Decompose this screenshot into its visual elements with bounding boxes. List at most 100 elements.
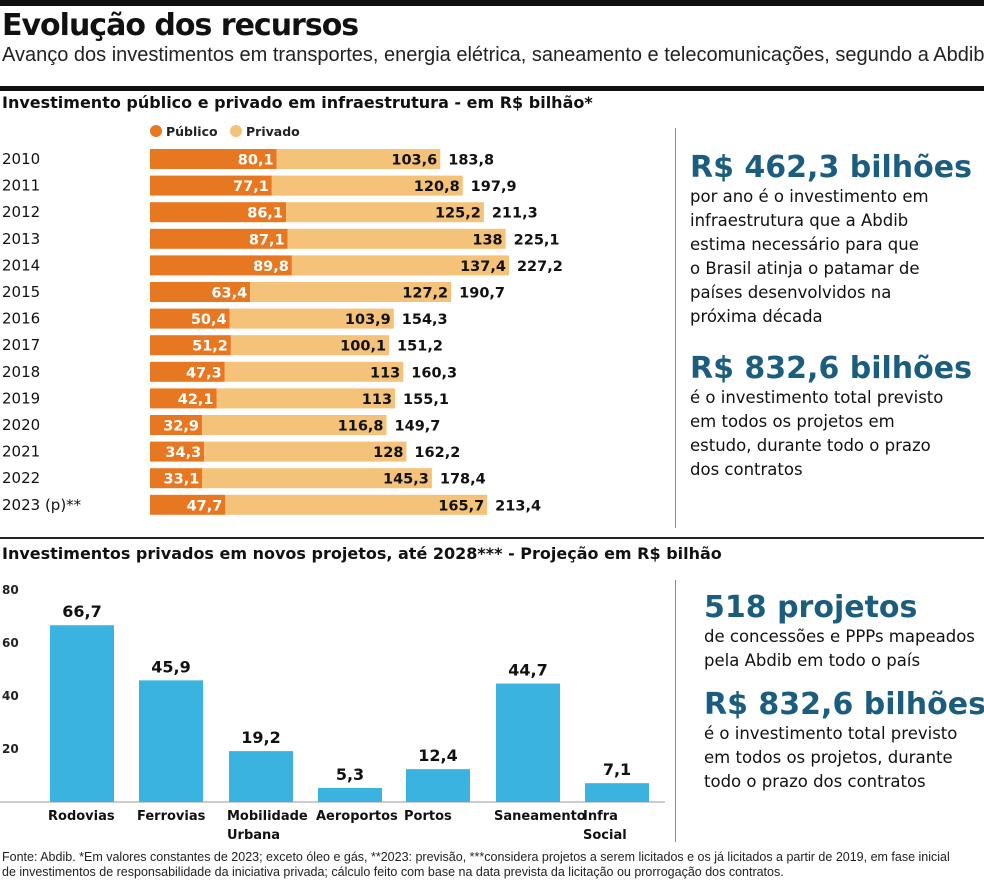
chart2-bar-group: 45,9 Ferrovias <box>137 657 206 824</box>
legend-publico-label: Público <box>166 124 218 139</box>
highlight-block: R$ 462,3 bilhões por ano é o investimento… <box>690 150 980 329</box>
bar-mobilidade <box>229 751 293 802</box>
highlight-description: de concessões e PPPs mapeados pela Abdib … <box>704 625 979 673</box>
highlight-line: de concessões e PPPs mapeados <box>704 627 975 646</box>
value-label-publico: 51,2 <box>192 339 228 355</box>
total-label: 183,8 <box>448 153 494 169</box>
highlight-block: 518 projetos de concessões e PPPs mapeado… <box>704 590 979 673</box>
chart1-row: 2015 63,4 127,2 190,7 <box>2 282 505 302</box>
y-tick-label: 20 <box>2 742 19 756</box>
highlight-line: dos contratos <box>690 460 803 479</box>
bar-privado <box>286 202 484 223</box>
highlight-description: é o investimento total previsto em todos … <box>690 386 980 482</box>
chart2-bar-chart: 20 40 60 80 66,7 Rodovias 45,9 Ferrovias 19,2 Mob… <box>0 583 665 843</box>
category-label: Urbana <box>227 828 280 843</box>
chart2-bar-group: 66,7 Rodovias <box>48 602 115 824</box>
value-label-privado: 145,3 <box>383 472 429 488</box>
bar-privado <box>216 388 396 409</box>
footer-notes: Fonte: Abdib. *Em valores constantes de … <box>2 850 982 880</box>
bar-publico <box>150 361 225 382</box>
bar-infra <box>585 783 649 802</box>
highlight-value: R$ 832,6 bilhões <box>704 687 984 722</box>
legend-privado-label: Privado <box>246 124 300 139</box>
bar-publico <box>150 308 230 329</box>
chart1-row: 2016 50,4 103,9 154,3 <box>2 308 448 329</box>
value-label-privado: 127,2 <box>402 286 448 302</box>
value-label-privado: 113 <box>362 392 392 408</box>
year-label: 2020 <box>2 416 40 434</box>
highlight-value: R$ 832,6 bilhões <box>690 351 972 386</box>
year-label: 2017 <box>2 336 40 354</box>
highlight-line: é o investimento total previsto <box>690 388 944 407</box>
value-label-privado: 137,4 <box>460 259 506 275</box>
highlight-description: por ano é o investimento em infraestrutur… <box>690 185 980 329</box>
header-divider <box>0 86 984 91</box>
page-subtitle: Avanço dos investimentos em transportes,… <box>2 44 984 66</box>
value-label-privado: 128 <box>373 445 403 461</box>
value-label-privado: 165,7 <box>438 498 484 514</box>
bar-publico <box>150 415 202 435</box>
value-label-publico: 87,1 <box>249 232 285 248</box>
chart2-bar-group: 19,2 Mobilidade Urbana <box>227 728 308 843</box>
bar-publico <box>150 228 288 249</box>
chart1-row: 2022 33,1 145,3 178,4 <box>2 468 486 489</box>
chart1-row: 2012 86,1 125,2 211,3 <box>2 202 538 223</box>
highlight-line: próxima década <box>690 307 823 326</box>
bar-value-label: 19,2 <box>241 728 280 747</box>
highlight-line: é o investimento total previsto <box>704 724 958 743</box>
highlight-line: estudo, durante todo o prazo <box>690 436 931 455</box>
value-label-privado: 103,9 <box>345 312 391 328</box>
value-label-privado: 125,2 <box>435 206 481 222</box>
value-label-privado: 100,1 <box>340 339 386 355</box>
highlight-block: R$ 832,6 bilhões é o investimento total p… <box>690 351 980 482</box>
value-label-privado: 116,8 <box>338 419 384 435</box>
chart1-row: 2023 (p)** 47,7 165,7 213,4 <box>2 494 541 515</box>
value-label-publico: 86,1 <box>247 206 283 222</box>
value-label-privado: 103,6 <box>391 153 437 169</box>
total-label: 197,9 <box>471 179 517 195</box>
total-label: 149,7 <box>395 419 441 435</box>
value-label-publico: 34,3 <box>165 445 201 461</box>
bar-privado <box>250 282 452 302</box>
value-label-publico: 77,1 <box>233 179 269 195</box>
total-label: 151,2 <box>397 339 443 355</box>
value-label-publico: 63,4 <box>211 286 247 302</box>
year-label: 2014 <box>2 256 40 274</box>
year-label: 2019 <box>2 389 40 407</box>
bar-publico <box>150 388 217 409</box>
value-label-publico: 80,1 <box>238 153 274 169</box>
year-label: 2022 <box>2 469 40 487</box>
chart1-row: 2019 42,1 113 155,1 <box>2 388 449 409</box>
category-label: Aeroportos <box>316 809 398 824</box>
total-label: 190,7 <box>459 286 505 302</box>
category-label: Ferrovias <box>137 809 206 824</box>
bar-publico <box>150 149 277 169</box>
bar-privado <box>201 415 387 435</box>
year-label: 2015 <box>2 283 40 301</box>
year-label: 2010 <box>2 150 40 168</box>
chart1-title: Investimento público e privado em infrae… <box>2 93 593 112</box>
legend-privado-swatch <box>230 125 242 137</box>
section-divider <box>0 537 984 539</box>
chart1-row: 2018 47,3 113 160,3 <box>2 361 457 382</box>
y-tick-label: 80 <box>2 583 19 597</box>
highlights-top: R$ 462,3 bilhões por ano é o investimento… <box>690 150 980 482</box>
footer-line-2: de investimentos de responsabilidade da … <box>2 865 784 879</box>
value-label-privado: 113 <box>370 365 400 381</box>
bar-ferrovias <box>139 680 203 802</box>
highlight-line: em todos os projetos em <box>690 412 895 431</box>
value-label-publico: 33,1 <box>164 472 200 488</box>
year-label: 2012 <box>2 203 40 221</box>
chart1-row: 2010 80,1 103,6 183,8 <box>2 149 494 169</box>
chart2-bar-group: 12,4 Portos <box>404 746 470 824</box>
year-label: 2016 <box>2 310 40 328</box>
year-label: 2023 (p)** <box>2 496 82 514</box>
bar-privado <box>224 361 404 382</box>
value-label-publico: 47,3 <box>186 365 222 381</box>
total-label: 213,4 <box>495 498 541 514</box>
chart1-row: 2013 87,1 138 225,1 <box>2 228 560 249</box>
bar-value-label: 45,9 <box>151 657 190 676</box>
bar-saneamento <box>496 683 560 802</box>
chart2-title: Investimentos privados em novos projetos… <box>2 544 722 563</box>
bar-value-label: 12,4 <box>418 746 457 765</box>
